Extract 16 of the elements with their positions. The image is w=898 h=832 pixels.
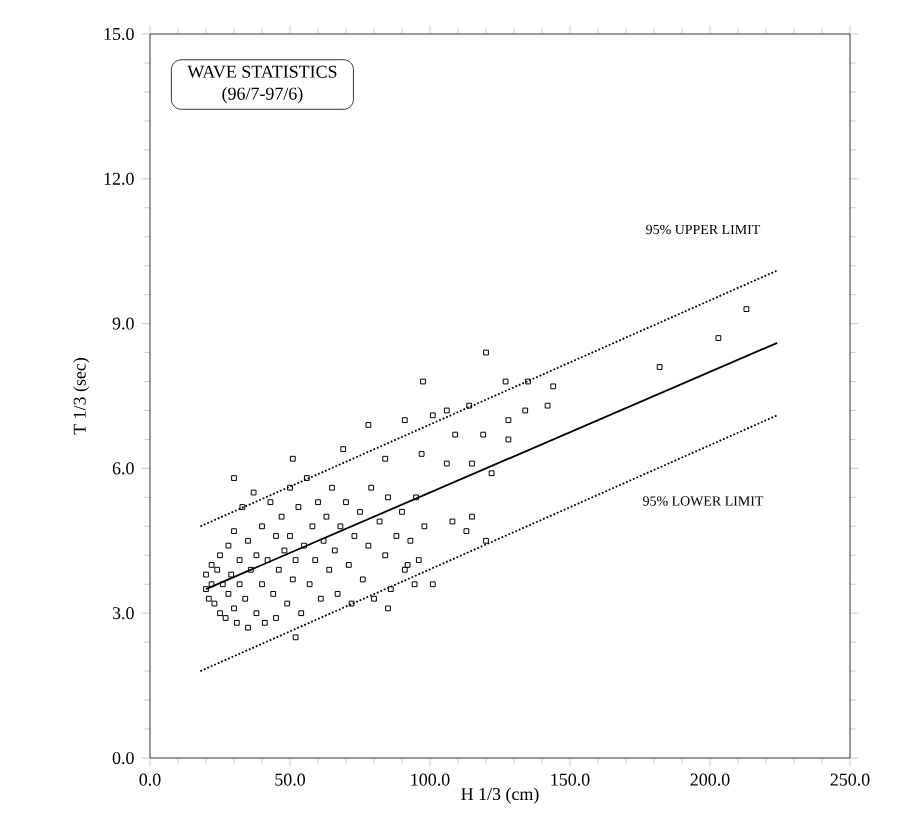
y-tick-label: 0.0 [112,751,134,765]
y-tick-label: 6.0 [112,462,134,475]
text: (96/7-97/6) [222,87,303,104]
x-tick-label: 150.0 [551,773,590,786]
x-tick-label: 250.0 [830,773,870,786]
y-tick-label: 3.0 [112,607,134,620]
x-tick-label: 200.0 [690,773,730,786]
y-tick-label: 12.0 [104,172,134,185]
x-tick-label: 50.0 [275,773,306,786]
y-axis-title: T 1/3 (sec) [73,357,90,435]
y-tick-label: 15.0 [104,27,134,41]
text: WAVE STATISTICS [187,65,337,78]
x-tick-label: 0.0 [139,773,161,786]
x-tick-label: 100.0 [411,773,450,786]
x-axis-title: H 1/3 (cm) [461,787,539,804]
y-tick-label: 9.0 [112,317,134,330]
